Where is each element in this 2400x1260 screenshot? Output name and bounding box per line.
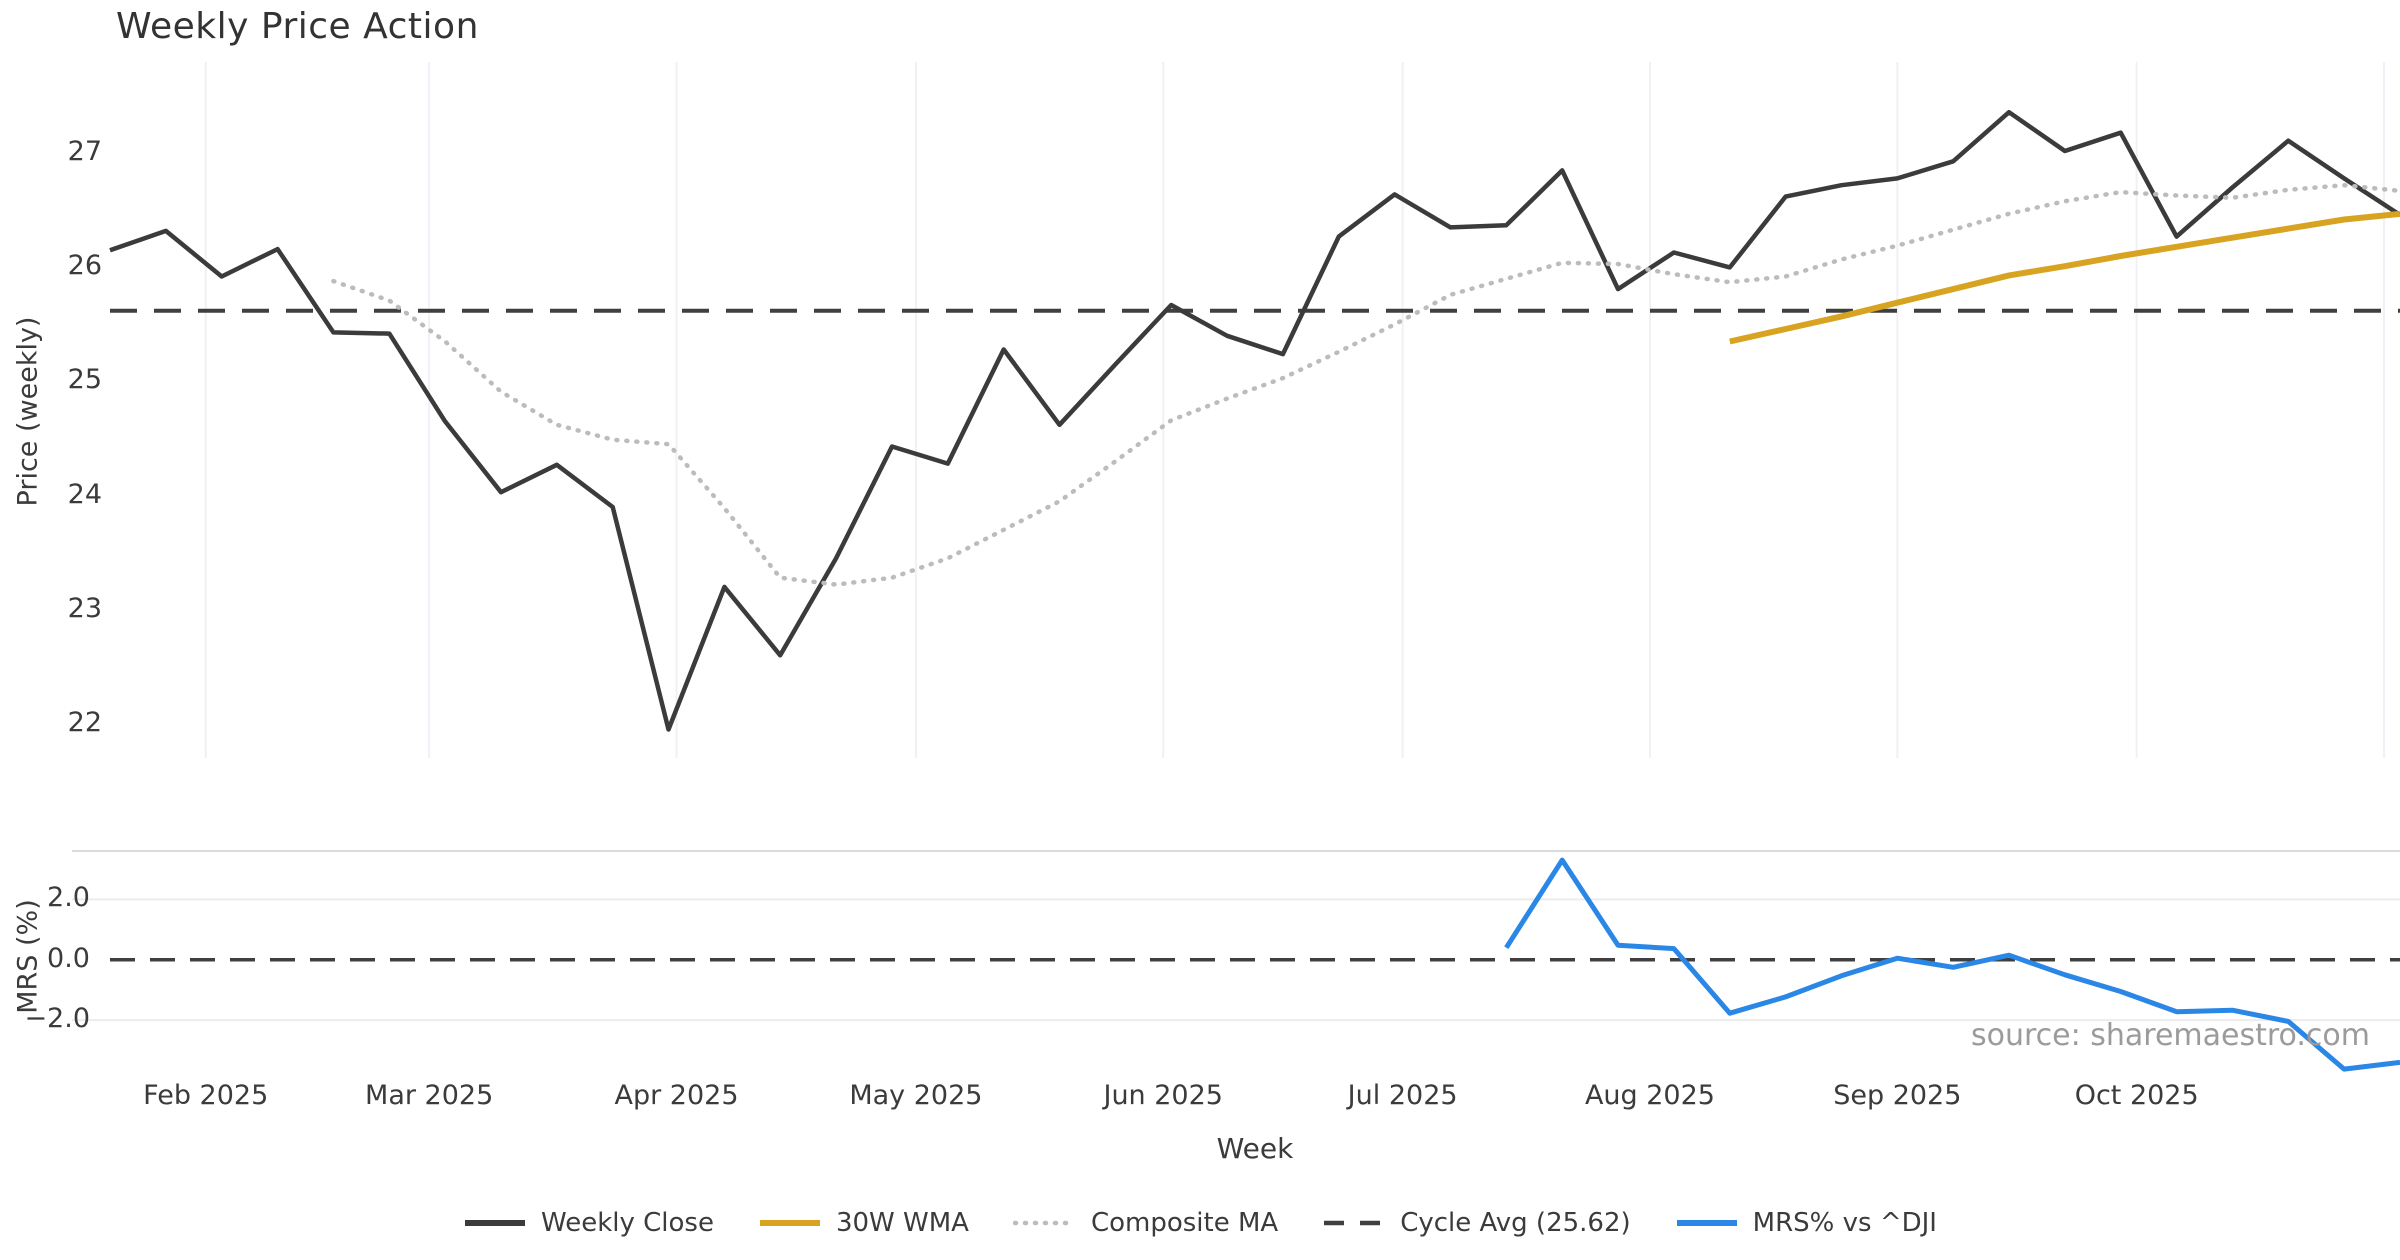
series-30w-wma [1729,210,2400,345]
series-composite-ma [331,182,2400,587]
legend-label: Composite MA [1090,1208,1279,1238]
price-ytick-label: 24 [67,478,102,510]
legend-label: Weekly Close [541,1208,714,1238]
series-mrs-vs-dji [1504,857,2400,1072]
source-watermark: source: sharemaestro.com [1971,1018,2370,1053]
month-tick-label: Sep 2025 [1833,1080,1962,1111]
legend-swatch-dotted-icon [1012,1220,1077,1226]
month-tick-label: Aug 2025 [1584,1080,1715,1111]
month-tick-label: Jun 2025 [1103,1080,1223,1111]
series-weekly-close [109,109,2400,732]
legend-item-cycle-avg-25-62-[interactable]: Cycle Avg (25.62) [1322,1208,1631,1238]
mrs-ytick-label: 0.0 [47,942,90,974]
price-ytick-label: 22 [67,706,102,738]
legend-label: MRS% vs ^DJI [1752,1208,1937,1238]
legend-item-weekly-close[interactable]: Weekly Close [463,1208,714,1238]
month-tick-label: Feb 2025 [143,1080,269,1111]
x-axis-title: Week [1216,1132,1294,1165]
legend-swatch-solid-icon [759,1220,820,1226]
legend-swatch-solid-icon [465,1220,526,1226]
month-tick-label: Mar 2025 [365,1080,494,1111]
month-tick-label: Apr 2025 [614,1080,739,1111]
chart-title: Weekly Price Action [116,6,479,47]
price-ytick-label: 23 [67,592,102,624]
month-tick-label: May 2025 [849,1080,983,1111]
price-ytick-label: 25 [67,364,102,396]
legend: Weekly Close 30W WMA Composite MA Cycle Avg… [0,1208,2400,1238]
price-ytick-label: 27 [67,136,102,168]
legend-item-composite-ma[interactable]: Composite MA [1012,1208,1279,1238]
month-tick-label: Jul 2025 [1347,1080,1458,1111]
legend-label: 30W WMA [835,1208,969,1238]
legend-swatch-dashed-icon [1324,1220,1385,1226]
legend-item-30w-wma[interactable]: 30W WMA [758,1208,969,1238]
legend-swatch-solid-icon [1676,1220,1737,1226]
legend-label: Cycle Avg (25.62) [1400,1208,1631,1238]
legend-item-mrs-vs-dji[interactable]: MRS% vs ^DJI [1675,1208,1937,1238]
mrs-ytick-label: −2.0 [24,1003,90,1035]
mrs-ytick-label: 2.0 [47,882,90,914]
month-tick-label: Oct 2025 [2074,1080,2199,1111]
price-ytick-label: 26 [67,250,102,282]
